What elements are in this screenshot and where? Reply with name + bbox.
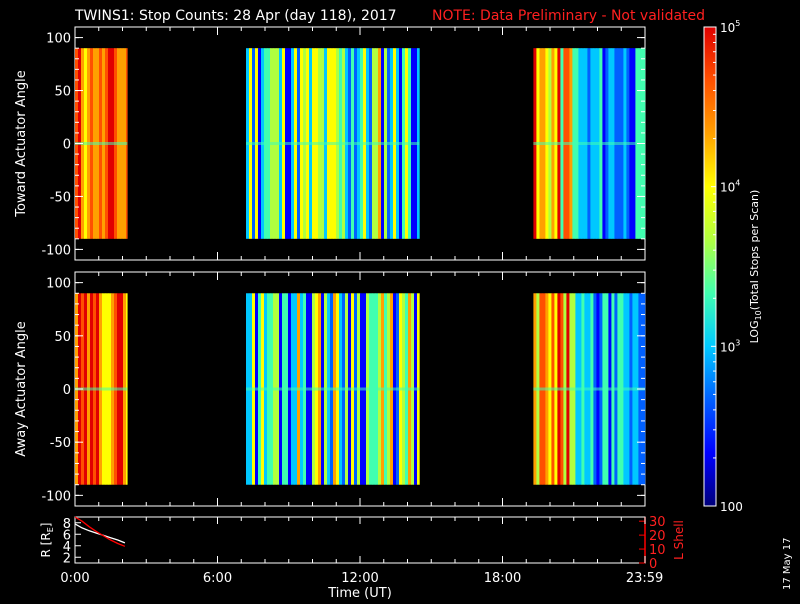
colorbar-tick-label: 105 [720, 19, 740, 35]
zero-angle-band [533, 142, 645, 145]
y-tick-label: 2 [63, 551, 71, 566]
y-tick-label: -50 [50, 190, 71, 205]
y-tick-label: 4 [63, 540, 71, 555]
data-interval [246, 293, 420, 485]
figure-title: TWINS1: Stop Counts: 28 Apr (day 118), 2… [74, 8, 397, 24]
x-tick-label: 0:00 [60, 571, 89, 586]
colorbar-tick-exponent: 4 [735, 179, 740, 188]
y-tick-label: 0 [63, 383, 71, 398]
y-tick-label: 0 [63, 138, 71, 153]
y-tick-label: 100 [46, 277, 71, 292]
plot-frame [74, 516, 646, 564]
y-tick-label: -50 [50, 436, 71, 451]
zero-angle-band [75, 142, 128, 145]
x-tick-label: 23:59 [626, 571, 663, 586]
x-axis-label: Time (UT) [327, 586, 392, 600]
y-tick-label: 6 [63, 528, 71, 543]
date-stamp: 17 May 17 [782, 538, 793, 590]
away-angle-panel: 100 50 0 -50 -100 Away Actuator Angle [14, 271, 646, 507]
zero-angle-band [246, 387, 420, 391]
colorbar-label: LOG10(Total Stops per Scan) [748, 190, 763, 344]
l-shell-line [74, 516, 126, 547]
y-tick-label: -100 [41, 243, 71, 258]
x-tick-label: 12:00 [341, 571, 378, 586]
y-tick-label: 50 [54, 330, 71, 345]
y-tick-label: 8 [63, 517, 71, 532]
right-y-tick-label: 30 [649, 515, 666, 530]
colorbar-tick-label: 100 [720, 500, 743, 514]
colorbar-tick-label: 104 [720, 179, 740, 195]
zero-angle-band [246, 142, 420, 145]
zero-angle-band [533, 387, 645, 391]
y-axis-label: Toward Actuator Angle [14, 70, 29, 217]
y-tick-label: -100 [41, 489, 71, 504]
right-y-tick-label: 0 [649, 557, 657, 572]
data-interval [533, 293, 646, 485]
y-axis-label: Away Actuator Angle [14, 321, 29, 456]
radius-axis-label-end: ] [39, 523, 53, 528]
toward-angle-panel: 100 50 0 -50 -100 Toward Actuator Angle [14, 26, 646, 261]
y-tick-label: 50 [54, 85, 71, 100]
data-interval [533, 48, 646, 239]
l-shell-axis-label: L Shell [672, 520, 686, 560]
colorbar-label-sub: 10 [754, 310, 763, 320]
x-tick-label: 18:00 [484, 571, 521, 586]
preliminary-note: NOTE: Data Preliminary - Not validated [432, 8, 705, 24]
x-tick-label: 6:00 [203, 571, 232, 586]
colorbar-gradient [703, 26, 717, 507]
data-interval [246, 48, 420, 239]
right-y-tick-label: 20 [649, 529, 666, 544]
radius-axis-label-sub: E [46, 527, 55, 532]
colorbar-label-end: (Total Stops per Scan) [748, 190, 761, 311]
colorbar-tick-exponent: 5 [735, 19, 740, 28]
colorbar-tick-label: 103 [720, 338, 740, 354]
y-tick-label: 100 [46, 32, 71, 47]
zero-angle-band [75, 387, 128, 391]
colorbar-tick-exponent: 3 [735, 338, 740, 347]
right-y-tick-label: 10 [649, 543, 666, 558]
radius-axis-label: R [RE] [39, 523, 55, 558]
